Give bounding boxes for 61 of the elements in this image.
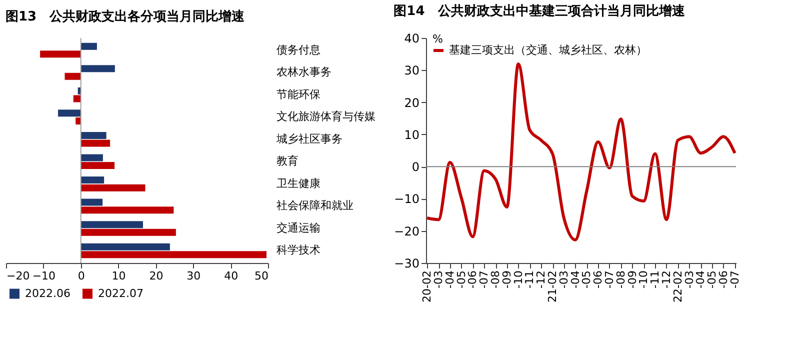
x-tick-label: -07: [728, 270, 742, 288]
y-tick-label: 文化旅游体育与传媒: [276, 110, 376, 124]
x-tick-label: -12: [534, 270, 548, 288]
x-tick-label: -03: [432, 270, 446, 288]
x-tick-label: 20: [149, 270, 164, 282]
x-tick-label: -10: [637, 270, 650, 288]
y-tick-label: 0: [412, 160, 420, 174]
x-tick-label: −10: [32, 270, 56, 282]
y-axis-title: %: [432, 32, 443, 46]
x-tick-label: -03: [682, 270, 696, 288]
x-tick-label: -07: [602, 270, 616, 288]
legend-label: 2022.07: [98, 286, 144, 300]
chart-title: 图13 公共财政支出各分项当月同比增速: [6, 10, 246, 24]
legend-label: 2022.06: [25, 286, 70, 300]
x-tick-label: -04: [694, 270, 708, 288]
x-tick-label: -05: [580, 270, 594, 288]
y-tick-label: 交通运输: [276, 221, 320, 234]
y-tick-label: 10: [404, 128, 420, 142]
x-tick-label: 10: [112, 270, 126, 282]
y-tick-label: 40: [404, 32, 420, 46]
x-tick-label: -08: [614, 270, 628, 288]
x-tick-label: -09: [500, 270, 514, 288]
x-tick-label: -08: [489, 270, 502, 288]
x-tick-label: 40: [224, 270, 238, 282]
x-tick-label: 50: [254, 270, 268, 282]
x-tick-label: 22-02: [671, 270, 684, 302]
x-tick-label: -06: [466, 270, 480, 288]
y-tick-label: 农林水事务: [276, 66, 332, 79]
x-tick-label: -11: [523, 270, 536, 288]
y-tick-label: 20: [404, 96, 420, 110]
x-tick-label: -09: [626, 270, 639, 288]
y-tick-label: −10: [394, 192, 420, 206]
y-tick-label: 教育: [276, 154, 298, 168]
x-tick-label: -05: [706, 270, 719, 288]
x-tick-label: -04: [443, 270, 456, 288]
y-tick-label: −20: [394, 224, 420, 238]
y-tick-label: 债务付息: [276, 43, 320, 56]
x-tick-label: -10: [512, 270, 525, 288]
x-tick-label: -05: [454, 270, 468, 288]
x-tick-label: 0: [78, 270, 85, 282]
y-tick-label: 30: [404, 64, 420, 78]
x-tick-label: 30: [186, 270, 201, 282]
y-tick-label: 卫生健康: [276, 176, 320, 190]
x-tick-label: 20-02: [420, 270, 434, 302]
legend-label: 基建三项支出（交通、城乡社区、农林）: [449, 44, 647, 56]
chart-title: 图14 公共财政支出中基建三项合计当月同比增速: [394, 3, 686, 19]
y-tick-label: 节能环保: [276, 88, 320, 101]
y-tick-label: −30: [394, 256, 420, 270]
y-tick-label: 科学技术: [276, 244, 320, 257]
y-tick-label: 社会保障和就业: [276, 199, 354, 212]
x-tick-label: -03: [557, 270, 570, 288]
line-series: [426, 62, 736, 242]
x-tick-label: 21-02: [546, 270, 560, 302]
x-tick-label: -07: [478, 270, 491, 288]
x-tick-label: -11: [648, 270, 662, 288]
x-tick-label: -06: [592, 270, 605, 288]
x-tick-label: -04: [568, 270, 582, 288]
x-tick-label: -06: [716, 270, 730, 288]
x-tick-label: -12: [660, 270, 673, 288]
x-tick-label: −20: [6, 270, 30, 282]
y-tick-label: 城乡社区事务: [276, 132, 342, 146]
